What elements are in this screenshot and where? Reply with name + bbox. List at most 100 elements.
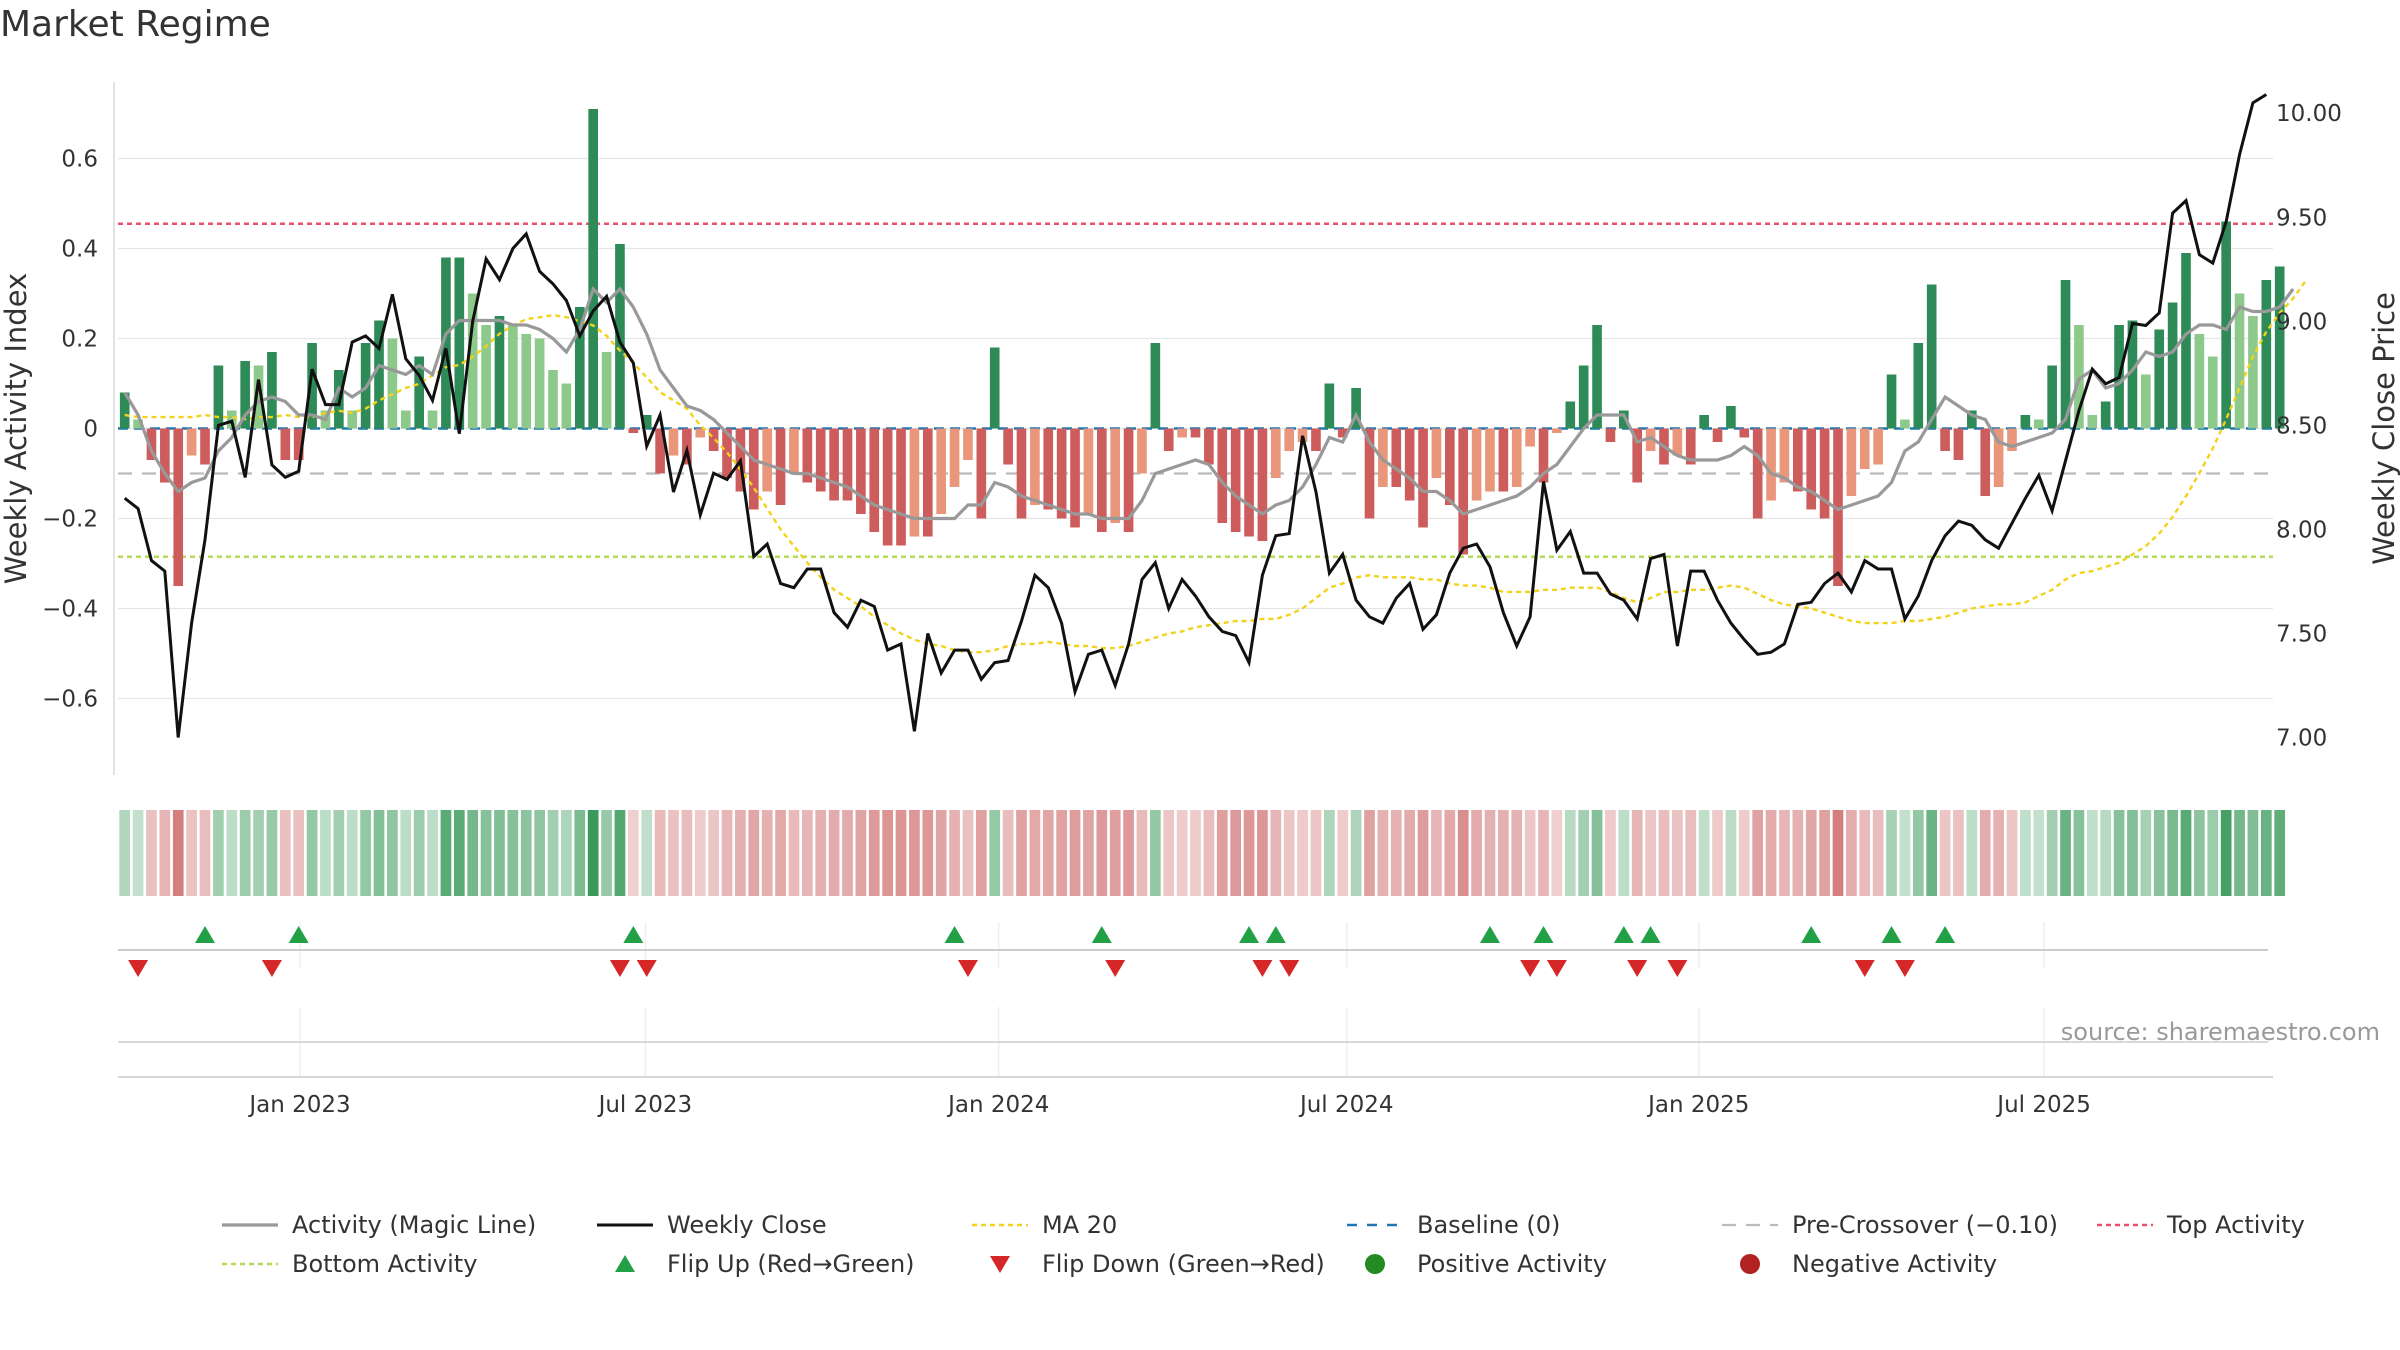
regime-cell [2260,810,2272,896]
legend-weekly-close: Weekly Close [597,1211,827,1239]
regime-cell [1016,810,1027,896]
activity-bar [2060,280,2071,429]
regime-cell [1310,810,1322,896]
legend-label: Weekly Close [667,1211,827,1239]
activity-bar [1204,428,1214,465]
regime-cell [2060,810,2071,896]
regime-cell [2140,810,2152,896]
regime-cell [373,810,385,896]
flip-up-marker [1533,926,1554,943]
legend-ma20: MA 20 [972,1211,1117,1239]
activity-bar [1578,365,1589,429]
activity-bar [481,325,491,429]
source-label: source: sharemaestro.com [2061,1018,2380,1046]
regime-cell [1069,810,1081,896]
regime-cell [1123,810,1134,896]
activity-bar [976,428,987,519]
regime-cell [1738,810,1750,896]
activity-bar [762,428,772,492]
regime-cell [1886,810,1897,896]
regime-cell [1658,810,1670,896]
activity-bar [1833,428,1843,586]
legend-flip-down: Flip Down (Green→Red) [990,1250,1325,1278]
regime-cell [1029,810,1041,896]
activity-bar [1364,428,1375,519]
regime-cell [1805,810,1817,896]
regime-cell [1899,810,1911,896]
regime-cell [1471,810,1482,896]
regime-cell [574,810,586,896]
regime-cell [1243,810,1255,896]
axes: 0.6 0.4 0.2 0 −0.2 −0.4 −0.6 10.00 9.50 9.00 8.50 8… [0,82,2400,775]
activity-bar [146,428,157,460]
regime-cell [1297,810,1308,896]
activity-bar [1900,419,1910,429]
legend-label: Baseline (0) [1417,1211,1560,1239]
regime-cell [775,810,786,896]
regime-cell [1417,810,1429,896]
flip-down-marker [1667,960,1688,977]
activity-bar [2221,221,2231,429]
regime-cell [333,810,345,896]
regime-cell [199,810,211,896]
legend-label: Bottom Activity [292,1250,477,1278]
activity-bar [1552,428,1562,433]
activity-bar [2248,316,2258,429]
legend-key [615,1255,635,1272]
regime-cell [1216,810,1228,896]
legend-label: Activity (Magic Line) [292,1211,536,1239]
regime-cell [1524,810,1536,896]
regime-cell [935,810,947,896]
legend-pre-crossover: Pre-Crossover (−0.10) [1722,1211,2058,1239]
regime-cell [1511,810,1523,896]
regime-cell [1792,810,1804,896]
regime-cell [1819,810,1830,896]
flip-up-marker [1265,926,1286,943]
regime-cell [1390,810,1402,896]
magic-line [123,286,2295,521]
flip-down-marker [1105,960,1126,977]
activity-bar [1016,428,1027,519]
activity-bar [1003,428,1013,465]
activity-bar [896,428,906,546]
flip-up-marker [195,926,216,943]
regime-cell [1712,810,1723,896]
activity-bar [521,334,532,429]
regime-cell [1176,810,1188,896]
legend-label: Positive Activity [1417,1250,1607,1278]
activity-bar [160,428,170,483]
activity-bar [1565,401,1576,429]
activity-bar [2181,253,2191,429]
flip-up-marker [1479,926,1500,943]
activity-bar [615,244,625,429]
flip-up-marker [623,926,644,943]
right-tick-label: 10.00 [2276,101,2342,127]
flip-up-marker [288,926,309,943]
activity-bar [1699,415,1709,429]
regime-cell [1993,810,2004,896]
activity-bar [949,428,960,487]
regime-cell [1350,810,1362,896]
activity-bar [561,383,572,429]
regime-cell [641,810,653,896]
legend-bottom-activity: Bottom Activity [222,1250,477,1278]
regime-cell [601,810,612,896]
activity-bar [1244,428,1254,537]
activity-bar [2261,280,2272,429]
activity-bar [1471,428,1482,501]
activity-bar [253,365,264,429]
regime-cell [306,810,318,896]
activity-bar [2074,325,2084,429]
activity-bar [2154,329,2165,429]
regime-cell [2127,810,2138,896]
legend-top-activity: Top Activity [2097,1211,2305,1239]
regime-cell [1779,810,1790,896]
regime-cell [159,810,171,896]
regime-cell [2100,810,2112,896]
activity-bar [200,428,210,465]
legend-key [1740,1254,1760,1274]
activity-bar [588,109,598,429]
right-tick-label: 7.00 [2276,726,2327,752]
activity-bar [1967,410,1977,429]
